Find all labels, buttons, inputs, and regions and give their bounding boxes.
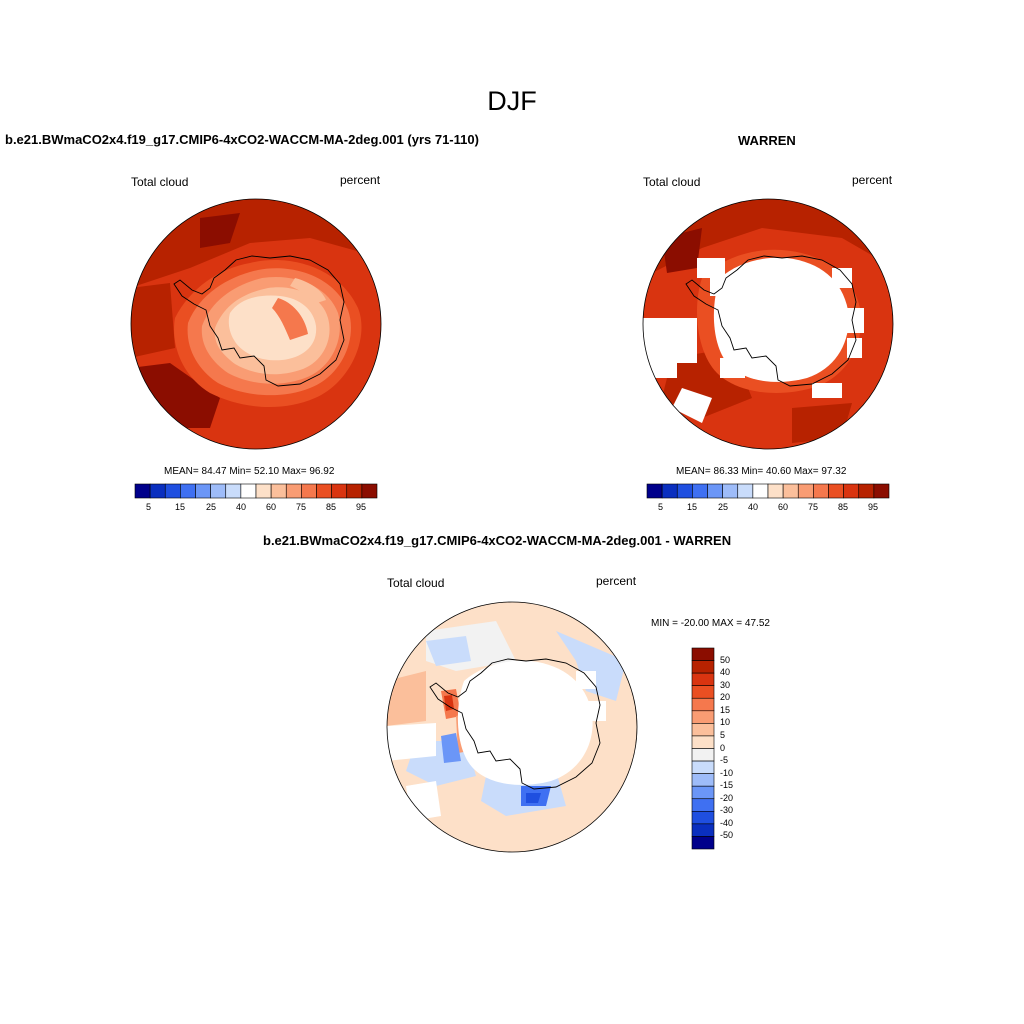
panel3-colorbar-tick: -10 xyxy=(720,767,734,778)
panel1-tick-85: 85 xyxy=(326,502,337,512)
panel3-colorbar-swatch-5 xyxy=(691,710,715,724)
panel1-stats: MEAN= 84.47 Min= 52.10 Max= 96.92 xyxy=(164,466,335,477)
panel3-title: b.e21.BWmaCO2x4.f19_g17.CMIP6-4xCO2-WACC… xyxy=(263,533,732,548)
panel1-tick-40: 40 xyxy=(236,502,247,512)
panel3-colorbar-swatch-8 xyxy=(691,748,715,762)
panel3-colorbar-tick: 5 xyxy=(720,729,726,740)
panel1-colorbar-swatch-11 xyxy=(301,483,317,499)
panel2-colorbar-swatch-9 xyxy=(782,483,799,499)
panel2-colorbar-swatch-2 xyxy=(676,483,693,499)
panel3-colorbar-tick: 15 xyxy=(720,704,731,715)
panel3-polar-map xyxy=(386,601,638,853)
panel3-colorbar-tick: -5 xyxy=(720,755,729,766)
panel1-colorbar-swatch-15 xyxy=(361,483,378,499)
panel2-tick-60: 60 xyxy=(778,502,789,512)
panel3-colorbar-tick: -15 xyxy=(720,780,734,791)
panel2-colorbar-swatch-6 xyxy=(737,483,754,499)
panel2-colorbar-swatch-15 xyxy=(873,483,890,499)
panel2-title: WARREN xyxy=(738,133,796,148)
panel2-colorbar-swatch-0 xyxy=(646,483,663,499)
panel3-colorbar-tick: 50 xyxy=(720,654,731,665)
panel1-colorbar-swatch-0 xyxy=(134,483,151,499)
panel2-tick-75: 75 xyxy=(808,502,819,512)
panel3-units-label: percent xyxy=(596,574,637,588)
panel2-colorbar-swatch-1 xyxy=(661,483,678,499)
panel1-tick-25: 25 xyxy=(206,502,217,512)
panel2-colorbar-swatch-5 xyxy=(722,483,739,499)
panel1-tick-75: 75 xyxy=(296,502,307,512)
panel2-colorbar-swatch-3 xyxy=(692,483,708,499)
panel3-colorbar-swatch-7 xyxy=(691,735,715,749)
panel3-colorbar-tick: -50 xyxy=(720,830,734,841)
panel2-colorbar-swatch-8 xyxy=(767,483,784,499)
panel1-colorbar-swatch-13 xyxy=(331,483,348,499)
panel3-colorbar-tick: 30 xyxy=(720,679,731,690)
panel3-colorbar-tick: -20 xyxy=(720,792,734,803)
panel2-tick-25: 25 xyxy=(718,502,729,512)
panel2-colorbar xyxy=(646,483,890,499)
panel3-colorbar-swatch-14 xyxy=(691,823,715,837)
panel1-units-label: percent xyxy=(340,173,381,187)
panel2-polar-map xyxy=(642,198,894,450)
panel3-colorbar-tick: 20 xyxy=(720,692,731,703)
panel2-tick-95: 95 xyxy=(868,502,879,512)
panel1-colorbar-swatch-7 xyxy=(240,483,257,499)
panel1-colorbar-swatch-1 xyxy=(149,483,166,499)
panel3-colorbar-swatch-0 xyxy=(691,647,715,661)
panel1-colorbar-swatch-14 xyxy=(346,483,363,499)
panel1-colorbar-swatch-6 xyxy=(225,483,242,499)
panel3-stats: MIN = -20.00 MAX = 47.52 xyxy=(651,618,770,629)
panel1-colorbar xyxy=(134,483,378,499)
panel3-colorbar-tick: 0 xyxy=(720,742,726,753)
panel3-colorbar-tick: 10 xyxy=(720,717,731,728)
panel1-colorbar-swatch-3 xyxy=(180,483,196,499)
panel3-colorbar-swatch-13 xyxy=(691,811,715,825)
figure-title: DJF xyxy=(487,86,537,116)
panel2-colorbar-swatch-10 xyxy=(797,483,814,499)
panel1-tick-5: 5 xyxy=(146,502,152,512)
panel2-colorbar-swatch-7 xyxy=(752,483,769,499)
panel1-title: b.e21.BWmaCO2x4.f19_g17.CMIP6-4xCO2-WACC… xyxy=(5,132,479,147)
panel3-colorbar-swatch-12 xyxy=(691,798,715,812)
panel1-colorbar-swatch-9 xyxy=(270,483,287,499)
panel1-polar-map xyxy=(130,198,382,450)
panel2-colorbar-swatch-13 xyxy=(843,483,860,499)
panel2-stats: MEAN= 86.33 Min= 40.60 Max= 97.32 xyxy=(676,466,847,477)
panel3-colorbar-tick: 40 xyxy=(720,667,731,678)
panel1-colorbar-swatch-8 xyxy=(255,483,272,499)
panel3-colorbar-tick: -30 xyxy=(720,805,734,816)
panel1-colorbar-swatch-12 xyxy=(316,483,332,499)
panel2-tick-15: 15 xyxy=(687,502,698,512)
panel3-colorbar-tick: -40 xyxy=(720,817,734,828)
panel3-colorbar-swatch-10 xyxy=(691,773,715,787)
panel3-colorbar-swatch-11 xyxy=(691,785,715,800)
panel3-colorbar-swatch-3 xyxy=(691,685,715,699)
panel1-tick-95: 95 xyxy=(356,502,367,512)
panel3-left-label: Total cloud xyxy=(387,576,445,590)
panel2-colorbar-swatch-4 xyxy=(707,483,723,499)
panel2-colorbar-swatch-14 xyxy=(858,483,875,499)
panel1-tick-15: 15 xyxy=(175,502,186,512)
panel2-units-label: percent xyxy=(852,173,893,187)
panel1-colorbar-swatch-2 xyxy=(164,483,181,499)
panel1-colorbar-swatch-5 xyxy=(210,483,227,499)
panel2-left-label: Total cloud xyxy=(643,175,701,189)
panel2-tick-40: 40 xyxy=(748,502,759,512)
panel3-colorbar-swatch-9 xyxy=(691,760,715,774)
panel1-left-label: Total cloud xyxy=(131,175,189,189)
panel3-colorbar-swatch-6 xyxy=(691,723,715,737)
panel1-tick-60: 60 xyxy=(266,502,277,512)
panel2-colorbar-swatch-12 xyxy=(828,483,844,499)
panel3-colorbar-swatch-2 xyxy=(691,672,715,686)
panel2-tick-5: 5 xyxy=(658,502,664,512)
panel3-colorbar-swatch-4 xyxy=(691,697,715,712)
panel1-colorbar-swatch-10 xyxy=(285,483,302,499)
panel3-colorbar xyxy=(691,647,715,850)
panel2-tick-85: 85 xyxy=(838,502,849,512)
panel2-colorbar-swatch-11 xyxy=(813,483,829,499)
panel3-colorbar-swatch-15 xyxy=(691,836,715,850)
panel1-colorbar-swatch-4 xyxy=(195,483,211,499)
panel3-colorbar-swatch-1 xyxy=(691,660,715,674)
